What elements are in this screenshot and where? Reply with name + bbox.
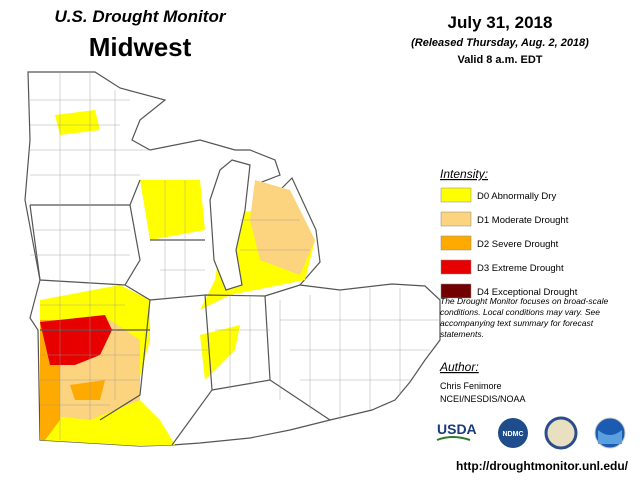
legend-label: D2 Severe Drought [477,239,559,250]
url: http://droughtmonitor.unl.edu/ [456,459,629,473]
drought-d1 [40,180,315,420]
author-org: NCEI/NESDIS/NOAA [440,394,526,404]
note-line: conditions. Local conditions may vary. S… [440,307,600,317]
logo-usda-swoosh [436,436,471,441]
note-line: The Drought Monitor focuses on broad-sca… [440,296,608,306]
note-line: accompanying text summary for forecast [440,318,594,328]
county-lines [30,72,440,440]
released: (Released Thursday, Aug. 2, 2018) [411,37,589,49]
lake-michigan [209,159,251,291]
legend-label: D3 Extreme Drought [477,263,564,274]
date: July 31, 2018 [448,13,553,32]
author-name: Chris Fenimore [440,381,502,391]
logo-noaa-wave [598,430,622,444]
drought-d3 [40,315,112,365]
legend-swatch [440,211,472,227]
note: The Drought Monitor focuses on broad-sca… [440,296,608,339]
legend-swatch [440,187,472,203]
author-title: Author: [439,360,479,374]
legend-swatch [440,283,472,299]
note-line: statements. [440,329,484,339]
logos: USDA NDMC [436,416,626,450]
map [24,71,441,447]
logo-usda: USDA [437,421,477,437]
state-borders [29,179,331,446]
legend-title: Intensity: [440,167,488,181]
legend-swatch [440,235,472,251]
valid: Valid 8 a.m. EDT [458,54,543,66]
legend-items: D0 Abnormally Dry D1 Moderate Drought D2 S… [440,187,578,299]
logo-doc [544,416,578,450]
legend-label: D0 Abnormally Dry [477,191,556,202]
legend-label: D1 Moderate Drought [477,215,569,226]
region: Midwest [89,32,192,62]
title: U.S. Drought Monitor [55,7,227,26]
logo-ndmc-text: NDMC [503,431,524,438]
logo-ndmc [498,418,528,448]
legend-label: D4 Exceptional Drought [477,287,578,298]
legend-swatch [440,259,472,275]
legend: Intensity: D0 Abnormally Dry D1 Moderate … [440,167,578,299]
